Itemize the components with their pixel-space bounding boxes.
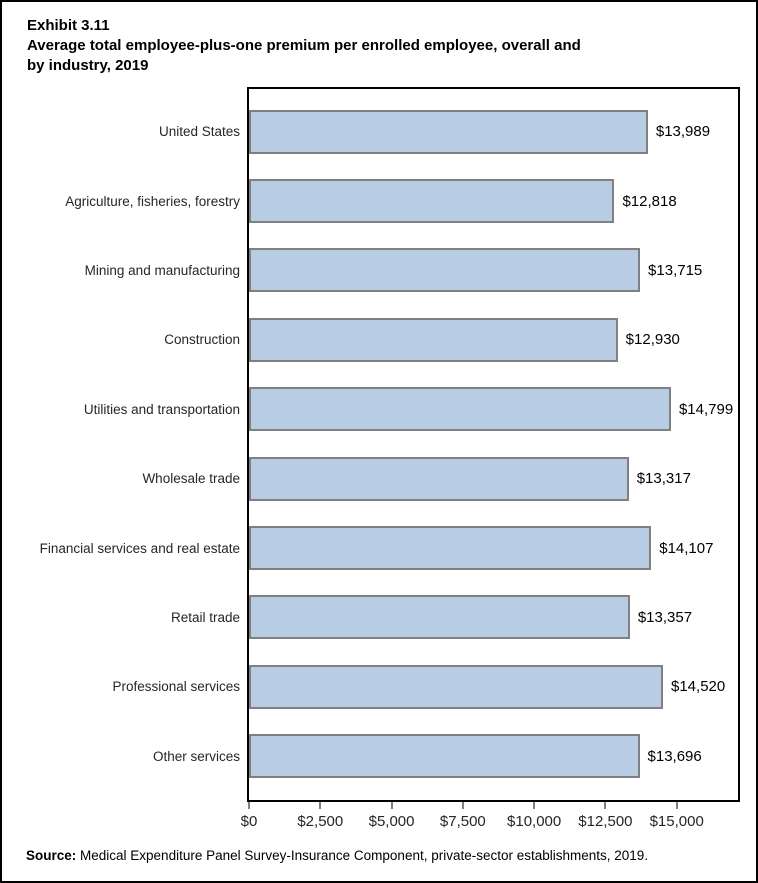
x-axis-tick-label: $15,000 (649, 813, 704, 830)
category-label: Financial services and real estate (39, 540, 240, 556)
bar-row: Other services $13,696 (2, 722, 756, 791)
x-axis-tick-label: $0 (240, 813, 258, 830)
bar-row: Professional services $14,520 (2, 652, 756, 721)
bar-rows: United States $13,989 Agriculture, fisheri… (2, 97, 756, 791)
bar-zone: $13,696 (249, 734, 738, 779)
x-axis-tick (319, 802, 321, 809)
source-text: Medical Expenditure Panel Survey-Insuran… (76, 848, 649, 863)
bar-zone: $13,317 (249, 456, 738, 501)
chart-title-line1: Average total employee-plus-one premium … (27, 37, 581, 54)
bar-zone: $13,715 (249, 248, 738, 293)
category-label: Professional services (112, 679, 240, 695)
bar-row: Wholesale trade $13,317 (2, 444, 756, 513)
bar (249, 317, 618, 362)
category-label: Agriculture, fisheries, forestry (65, 193, 240, 209)
x-axis-tick-label: $7,500 (439, 813, 486, 830)
bar-row: Utilities and transportation $14,799 (2, 375, 756, 444)
value-label: $13,696 (647, 747, 702, 765)
bar (249, 109, 648, 154)
x-axis-tick (391, 802, 393, 809)
value-label: $14,107 (659, 539, 714, 557)
value-label: $14,799 (678, 400, 734, 418)
value-label: $14,520 (671, 678, 726, 696)
value-label: $13,989 (655, 123, 711, 141)
x-axis-tick (248, 802, 250, 809)
bar (249, 526, 652, 571)
exhibit-number: Exhibit 3.11 (27, 17, 110, 34)
value-label: $13,357 (637, 608, 693, 626)
bar-row: Retail trade $13,357 (2, 583, 756, 652)
x-axis-tick (604, 802, 606, 809)
value-label: $13,317 (636, 470, 691, 488)
bar-row: Agriculture, fisheries, forestry $12,818 (2, 166, 756, 235)
bar (249, 456, 629, 501)
x-axis: $0 $2,500 $5,000 $7,500 $10,000 $12,500 $15,00… (241, 802, 738, 847)
value-label: $12,818 (622, 192, 677, 210)
bar-zone: $12,930 (249, 317, 738, 362)
category-label: Mining and manufacturing (84, 262, 240, 278)
bar-row: Construction $12,930 (2, 305, 756, 374)
category-label: Construction (164, 332, 240, 348)
bar-row: United States $13,989 (2, 97, 756, 166)
source-note: Source: Medical Expenditure Panel Survey… (26, 848, 648, 863)
bar-zone: $14,520 (249, 664, 738, 709)
value-label: $13,715 (648, 261, 703, 279)
category-label: Retail trade (170, 609, 240, 625)
x-axis-tick-label: $12,500 (578, 813, 633, 830)
bar (249, 387, 671, 432)
bar-row: Financial services and real estate $14,10… (2, 513, 756, 582)
x-axis-tick-label: $5,000 (368, 813, 415, 830)
value-label: $12,930 (625, 331, 680, 349)
bar-row: Mining and manufacturing $13,715 (2, 236, 756, 305)
bar-zone: $12,818 (249, 179, 738, 224)
source-label: Source: (26, 848, 77, 863)
bar-zone: $13,989 (249, 109, 738, 154)
x-axis-tick (462, 802, 464, 809)
bar (249, 664, 663, 709)
bar-zone: $14,799 (249, 387, 738, 432)
bar-zone: $13,357 (249, 595, 738, 640)
category-label: Utilities and transportation (83, 401, 240, 417)
chart-title-block: Exhibit 3.11 Average total employee-plus… (27, 16, 581, 76)
x-axis-tick (676, 802, 678, 809)
chart-region: United States $13,989 Agriculture, fisheri… (2, 87, 756, 830)
chart-title-line2: by industry, 2019 (27, 57, 149, 74)
category-label: Other services (152, 748, 240, 764)
bar (249, 179, 615, 224)
category-label: Wholesale trade (142, 471, 240, 487)
bar-zone: $14,107 (249, 526, 738, 571)
x-axis-tick (533, 802, 535, 809)
x-axis-tick-label: $10,000 (507, 813, 562, 830)
bar (249, 734, 640, 779)
bar (249, 595, 630, 640)
bar (249, 248, 641, 293)
category-label: United States (158, 124, 240, 140)
x-axis-tick-label: $2,500 (297, 813, 344, 830)
